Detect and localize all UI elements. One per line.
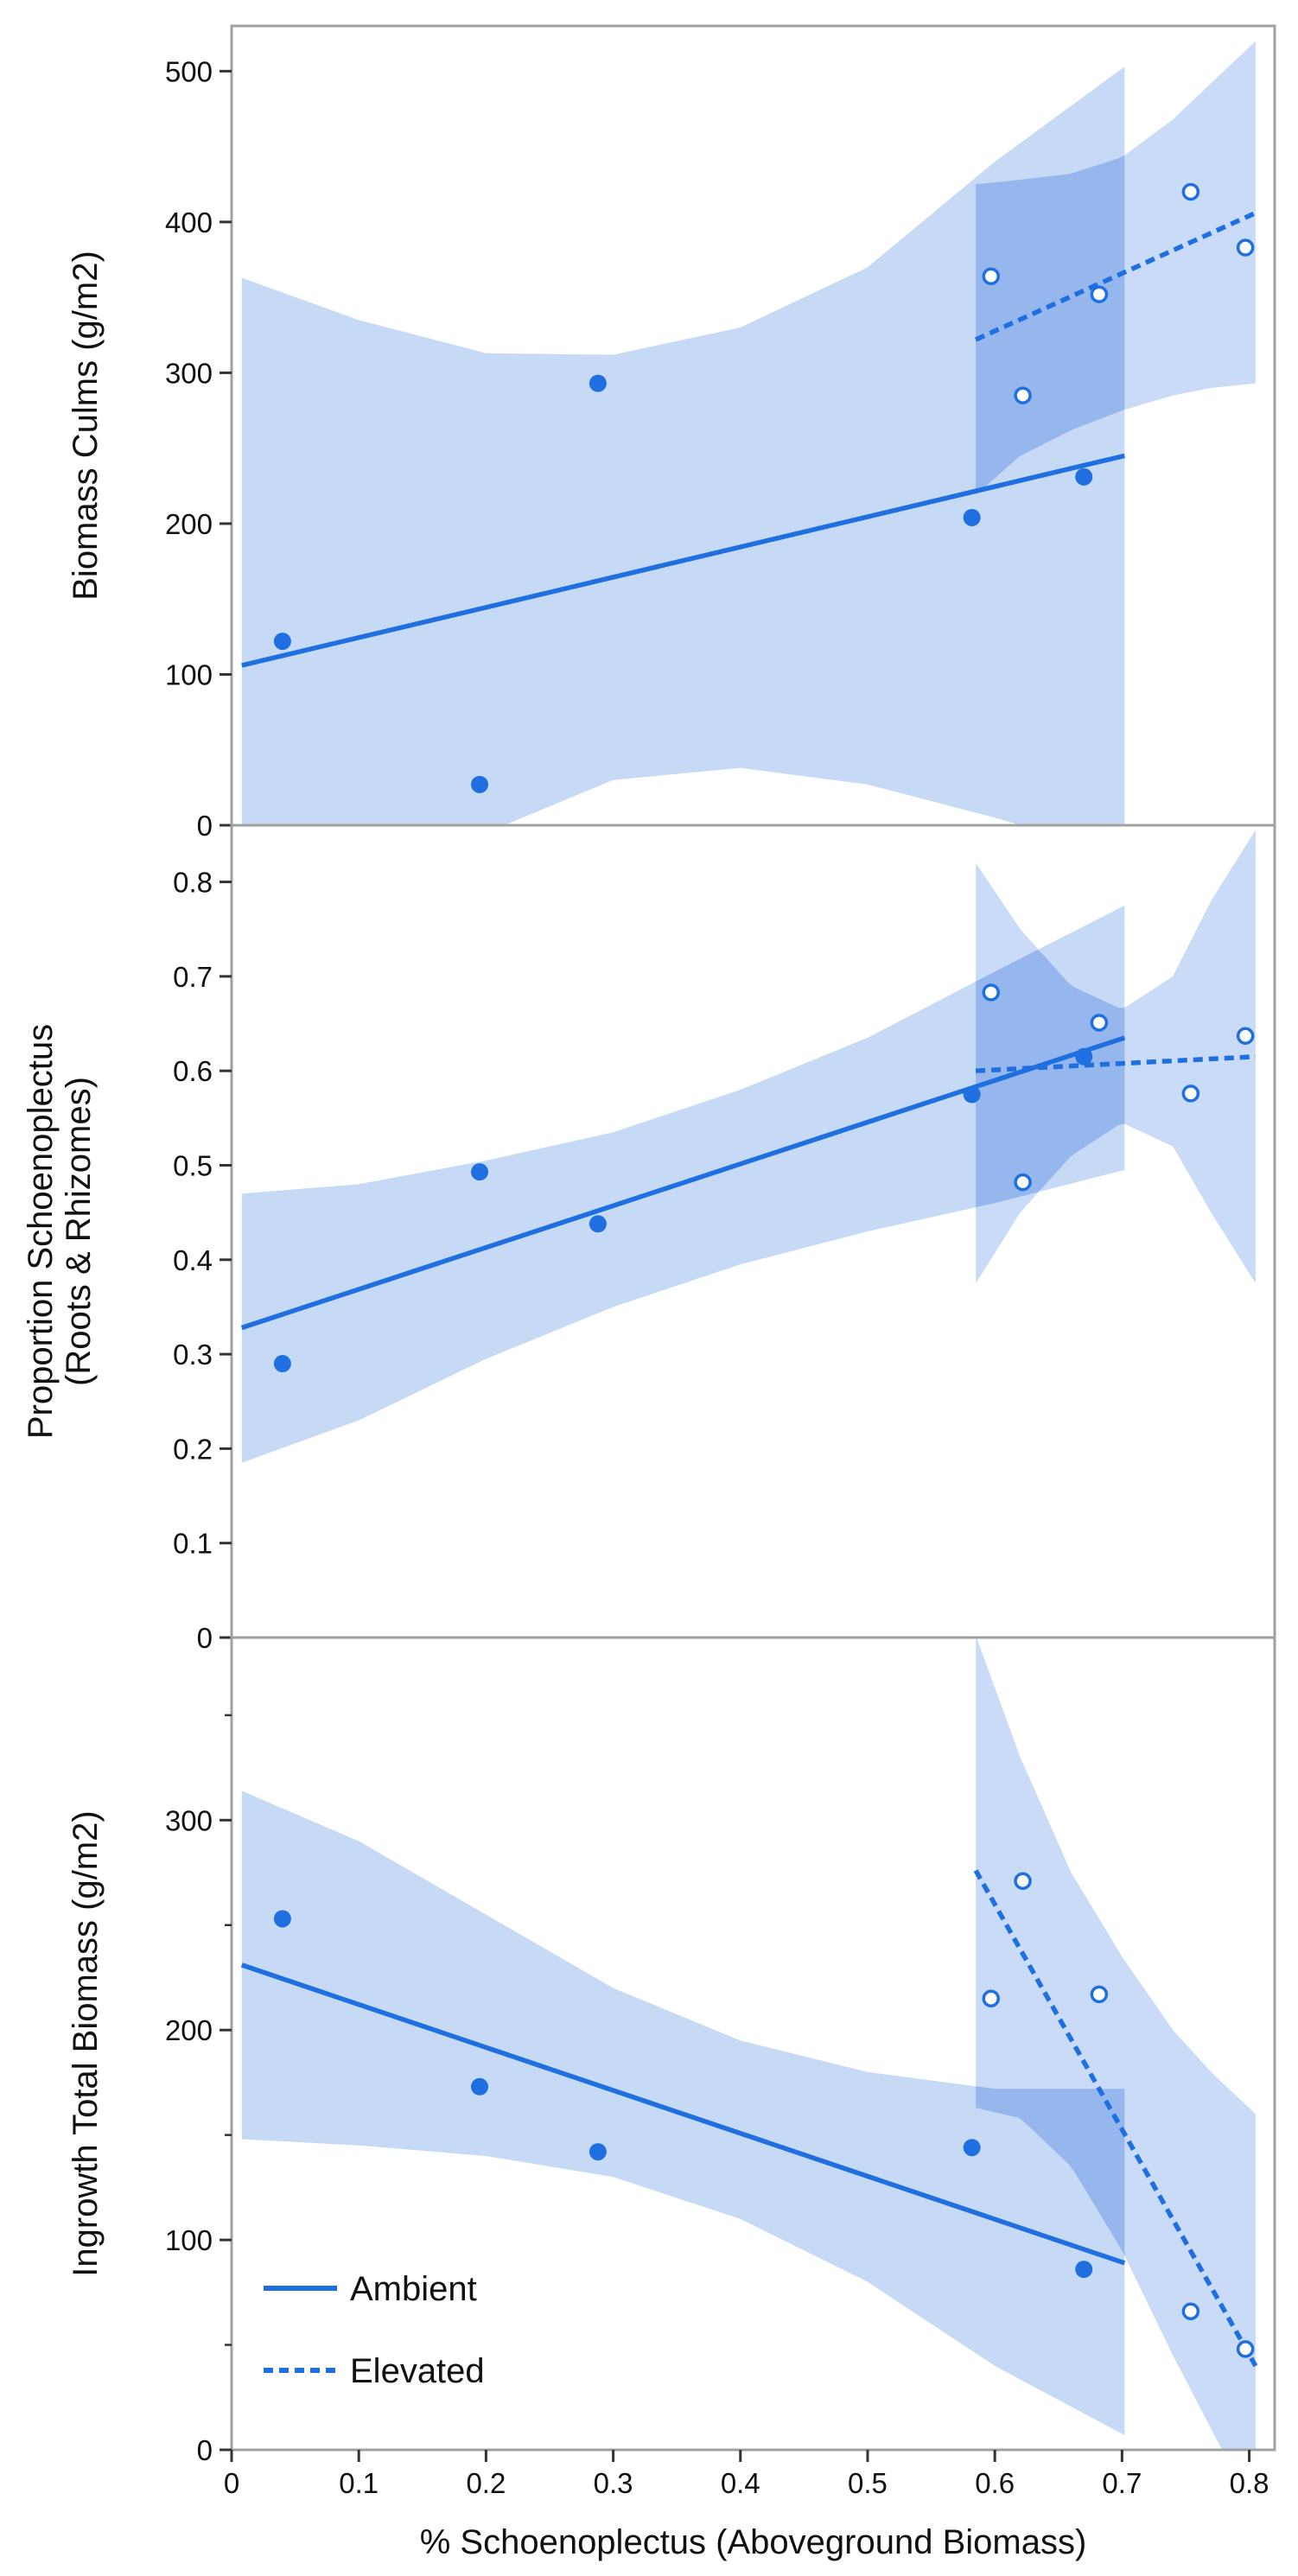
data-point-elevated[interactable] (1014, 1173, 1032, 1192)
data-point-ambient[interactable] (963, 508, 981, 526)
y-tick-label: 0 (197, 2434, 213, 2466)
y-tick-label: 0 (197, 810, 213, 842)
y-tick-label: 400 (165, 207, 213, 239)
y-tick-label: 300 (165, 357, 213, 389)
y-tick-label: 0.5 (173, 1149, 213, 1181)
y-axis-label: (Roots & Rhizomes) (60, 1077, 98, 1386)
x-tick-label: 0.3 (594, 2467, 633, 2499)
data-point-ambient[interactable] (471, 2077, 489, 2096)
data-point-ambient[interactable] (471, 775, 489, 793)
data-point-ambient[interactable] (963, 1085, 981, 1104)
chart-panels: 0 100 200 300 400 500 Biomass Culms (g/m2) 0 0.1… (22, 24, 1276, 2466)
data-point-ambient[interactable] (471, 1163, 489, 1181)
y-tick-label: 100 (165, 2224, 213, 2256)
data-point-elevated[interactable] (1014, 1872, 1032, 1891)
fit-line-ambient (240, 1962, 1126, 2266)
data-point-ambient[interactable] (589, 374, 607, 392)
y-axis-label: Biomass Culms (g/m2) (67, 251, 105, 601)
data-point-elevated[interactable] (1090, 1985, 1109, 2004)
data-point-elevated[interactable] (1014, 386, 1032, 404)
data-point-elevated[interactable] (982, 1989, 1001, 2008)
x-tick-label: 0.6 (975, 2467, 1015, 2499)
data-point-ambient[interactable] (963, 2139, 981, 2157)
y-tick-label: 200 (165, 508, 213, 540)
y-tick-label: 100 (165, 658, 213, 690)
fit-line-elevated (974, 210, 1257, 342)
data-point-ambient[interactable] (589, 1215, 607, 1233)
x-tick-label: 0.5 (848, 2467, 888, 2499)
confidence-band-ambient (241, 67, 1125, 825)
fit-line-elevated (973, 1869, 1258, 2368)
y-tick-label: 0.3 (173, 1339, 213, 1371)
data-point-elevated[interactable] (1181, 2302, 1200, 2320)
y-tick-label: 500 (165, 55, 213, 87)
y-tick-label: 0.2 (173, 1433, 213, 1465)
data-point-elevated[interactable] (1181, 1084, 1200, 1103)
panel-culms: 0 100 200 300 400 500 Biomass Culms (g/m2) (67, 24, 1276, 842)
fit-line-ambient (240, 1035, 1126, 1331)
data-point-elevated[interactable] (1090, 1014, 1109, 1032)
y-tick-label: 0.4 (173, 1244, 213, 1276)
band-overlap (976, 950, 1125, 1208)
data-point-elevated[interactable] (1236, 239, 1255, 257)
x-tick-label: 0.7 (1102, 2467, 1142, 2499)
band-overlap (976, 155, 1125, 495)
x-tick-label: 0.8 (1230, 2467, 1269, 2499)
data-point-elevated[interactable] (1090, 285, 1109, 303)
data-point-ambient[interactable] (1075, 1047, 1093, 1065)
panel-frame (230, 1636, 1276, 2452)
data-point-elevated[interactable] (1236, 1027, 1255, 1045)
panel-ingrowth: 0 100 200 300 Ingrowth Total Biomass (g/m2) (67, 1636, 1276, 2466)
y-tick-label: 200 (165, 2014, 213, 2046)
y-tick-label: 0.6 (173, 1055, 213, 1087)
data-point-elevated[interactable] (1236, 2340, 1255, 2358)
y-tick-label: 0.1 (173, 1528, 213, 1560)
data-point-ambient[interactable] (1075, 467, 1093, 486)
legend: Ambient Elevated (264, 2270, 485, 2390)
data-point-ambient[interactable] (273, 633, 291, 651)
legend-label-elevated: Elevated (350, 2352, 485, 2390)
confidence-band-elevated (976, 1638, 1256, 2450)
data-point-ambient[interactable] (589, 2143, 607, 2161)
y-axis-label: Ingrowth Total Biomass (g/m2) (67, 1810, 105, 2276)
y-tick-label: 0.7 (173, 961, 213, 993)
x-axis: 0 0.1 0.2 0.3 0.4 0.5 0.6 0.7 0.8 % Schoenoplectu… (224, 2450, 1269, 2561)
legend-label-ambient: Ambient (350, 2270, 477, 2308)
x-tick-label: 0.2 (466, 2467, 506, 2499)
x-tick-label: 0.1 (339, 2467, 379, 2499)
y-tick-label: 0 (197, 1622, 213, 1654)
plot-area (240, 830, 1257, 1463)
y-tick-label: 0.8 (173, 867, 213, 899)
plot-area (240, 1638, 1258, 2450)
band-overlap (976, 2086, 1125, 2256)
y-tick-label: 300 (165, 1804, 213, 1836)
fit-line-ambient (241, 453, 1125, 668)
x-tick-label: 0.4 (721, 2467, 760, 2499)
x-tick-label: 0 (224, 2467, 239, 2499)
data-point-elevated[interactable] (982, 267, 1001, 285)
data-point-elevated[interactable] (1181, 182, 1200, 201)
x-axis-label: % Schoenoplectus (Aboveground Biomass) (420, 2523, 1087, 2561)
plot-area (241, 41, 1257, 825)
data-point-elevated[interactable] (982, 983, 1001, 1002)
y-axis-label: Proportion Schoenoplectus (22, 1024, 60, 1439)
data-point-ambient[interactable] (273, 1910, 291, 1928)
fit-line-elevated (975, 1054, 1257, 1073)
panel-proportion: 0 0.1 0.2 0.3 0.4 0.5 0.6 0.7 0.8 Proportion Scho… (22, 824, 1276, 1654)
data-point-ambient[interactable] (273, 1355, 291, 1373)
data-point-ambient[interactable] (1075, 2261, 1093, 2279)
